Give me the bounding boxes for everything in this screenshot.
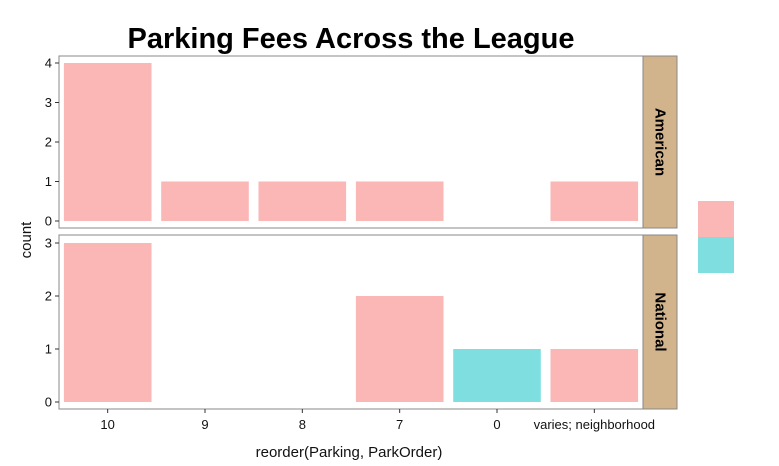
y-axis-title: count [18, 221, 35, 259]
bar-1-0 [63, 243, 152, 402]
chart-title: Parking Fees Across the League [128, 23, 575, 55]
x-axis-title: reorder(Parking, ParkOrder) [256, 444, 443, 461]
y-tick-label-0-1: 1 [45, 174, 52, 189]
y-tick-label-1-2: 2 [45, 289, 52, 304]
bar-1-2 [453, 349, 541, 402]
y-tick-label-0-4: 4 [45, 56, 52, 71]
x-tick-label-2: 8 [299, 417, 306, 432]
x-tick-label-1: 9 [201, 417, 208, 432]
bar-0-4 [550, 181, 639, 221]
y-tick-label-0-2: 2 [45, 135, 52, 150]
y-tick-label-1-1: 1 [45, 342, 52, 357]
x-tick-label-3: 7 [396, 417, 403, 432]
bar-0-1 [161, 181, 249, 221]
x-tick-label-5: varies; neighborhood [534, 417, 655, 432]
legend [698, 201, 734, 273]
y-tick-label-0-0: 0 [45, 214, 52, 229]
bar-1-3 [550, 349, 639, 402]
legend-key-0 [698, 201, 734, 237]
bar-0-3 [355, 181, 444, 221]
x-tick-label-4: 0 [493, 417, 500, 432]
plot-area: 0 1 2 3 4 American 0 1 2 3 National 10 9 8 7 0 varies; n… [45, 55, 678, 432]
x-tick-label-0: 10 [100, 417, 114, 432]
strip-label-0: American [652, 108, 669, 176]
y-tick-label-1-0: 0 [45, 395, 52, 410]
panel-1 [58, 234, 644, 410]
panel-0 [58, 55, 644, 229]
strip-1 [642, 234, 678, 410]
y-tick-label-1-3: 3 [45, 236, 52, 251]
bar-0-0 [63, 63, 152, 221]
bar-1-1 [355, 296, 444, 402]
legend-key-1 [698, 237, 734, 273]
strip-0 [642, 55, 678, 229]
y-tick-label-0-3: 3 [45, 95, 52, 110]
bar-0-2 [258, 181, 347, 221]
strip-label-1: National [652, 292, 669, 351]
